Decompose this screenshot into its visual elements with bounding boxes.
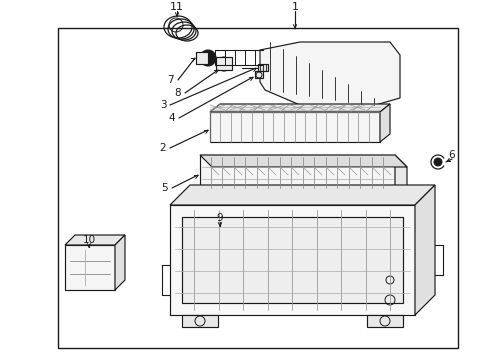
Polygon shape [379, 104, 389, 142]
Text: 3: 3 [160, 100, 166, 110]
Text: 1: 1 [291, 2, 298, 12]
Polygon shape [196, 52, 207, 64]
Polygon shape [394, 155, 406, 202]
Text: 11: 11 [170, 2, 183, 12]
Text: 10: 10 [82, 235, 95, 245]
Polygon shape [115, 235, 125, 290]
Polygon shape [65, 235, 125, 245]
Text: 2: 2 [160, 143, 166, 153]
Polygon shape [170, 185, 434, 205]
Text: 7: 7 [166, 75, 173, 85]
Polygon shape [200, 190, 406, 202]
Text: 4: 4 [168, 113, 175, 123]
Text: 6: 6 [448, 150, 454, 160]
Polygon shape [260, 42, 399, 108]
Polygon shape [170, 205, 414, 315]
Circle shape [217, 57, 230, 71]
Polygon shape [366, 315, 402, 327]
Text: 8: 8 [174, 88, 181, 98]
Circle shape [203, 54, 212, 62]
Text: 5: 5 [162, 183, 168, 193]
Polygon shape [200, 155, 406, 167]
Circle shape [433, 158, 441, 166]
Polygon shape [182, 315, 218, 327]
Text: 9: 9 [216, 213, 223, 223]
Polygon shape [182, 217, 402, 303]
Polygon shape [258, 64, 267, 71]
Polygon shape [414, 185, 434, 315]
Polygon shape [200, 155, 394, 190]
Polygon shape [216, 57, 231, 70]
Circle shape [200, 50, 216, 66]
Bar [58, 28, 457, 348]
Polygon shape [254, 71, 263, 78]
Polygon shape [209, 104, 389, 112]
Polygon shape [65, 245, 115, 290]
Polygon shape [209, 112, 379, 142]
